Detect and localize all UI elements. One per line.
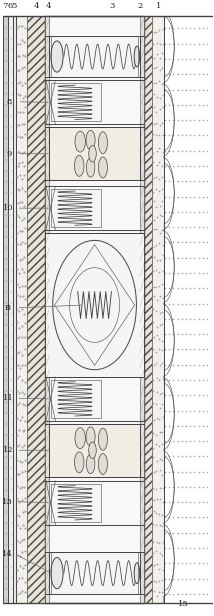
Ellipse shape bbox=[98, 428, 107, 450]
Text: 4: 4 bbox=[45, 2, 51, 10]
Ellipse shape bbox=[75, 428, 85, 448]
Ellipse shape bbox=[75, 131, 85, 152]
Text: 15: 15 bbox=[178, 601, 189, 609]
Text: 9: 9 bbox=[6, 150, 12, 158]
Ellipse shape bbox=[89, 442, 96, 458]
Ellipse shape bbox=[74, 452, 84, 473]
Bar bbox=[13, 16, 16, 603]
Ellipse shape bbox=[98, 132, 107, 154]
Bar bbox=[16, 16, 27, 603]
Ellipse shape bbox=[51, 557, 63, 589]
Bar bbox=[49, 553, 140, 594]
Bar bbox=[45, 16, 49, 603]
Text: 5: 5 bbox=[12, 2, 17, 10]
Bar bbox=[49, 36, 140, 78]
Text: 3: 3 bbox=[110, 2, 115, 10]
Text: 13: 13 bbox=[2, 498, 12, 506]
Text: 6: 6 bbox=[7, 2, 13, 10]
Text: 11: 11 bbox=[3, 394, 13, 402]
Bar bbox=[49, 128, 140, 180]
Text: 7: 7 bbox=[2, 2, 8, 10]
Bar bbox=[51, 83, 101, 121]
Bar bbox=[8, 16, 13, 603]
Text: 2: 2 bbox=[137, 2, 142, 10]
Bar bbox=[49, 424, 140, 477]
Bar bbox=[152, 16, 164, 603]
Ellipse shape bbox=[134, 46, 140, 67]
Bar bbox=[51, 484, 101, 522]
Bar bbox=[45, 16, 144, 603]
Bar bbox=[51, 189, 101, 227]
Bar bbox=[45, 233, 144, 377]
Ellipse shape bbox=[86, 158, 95, 177]
Ellipse shape bbox=[98, 453, 107, 474]
Text: 14: 14 bbox=[1, 550, 12, 558]
Text: 4: 4 bbox=[34, 2, 39, 10]
Bar bbox=[27, 16, 45, 603]
Bar bbox=[140, 16, 144, 603]
Ellipse shape bbox=[89, 145, 96, 162]
Ellipse shape bbox=[98, 157, 107, 178]
Text: 12: 12 bbox=[3, 446, 13, 454]
Ellipse shape bbox=[86, 455, 95, 474]
Ellipse shape bbox=[74, 155, 84, 176]
Ellipse shape bbox=[51, 41, 63, 72]
Text: 8: 8 bbox=[6, 98, 12, 106]
Bar bbox=[144, 16, 152, 603]
Bar bbox=[3, 16, 8, 603]
Ellipse shape bbox=[86, 427, 95, 446]
Text: 10: 10 bbox=[3, 204, 13, 212]
Ellipse shape bbox=[86, 131, 95, 150]
Bar bbox=[51, 380, 101, 418]
Ellipse shape bbox=[134, 563, 140, 583]
Text: 1: 1 bbox=[156, 2, 161, 10]
Text: B: B bbox=[5, 304, 11, 312]
